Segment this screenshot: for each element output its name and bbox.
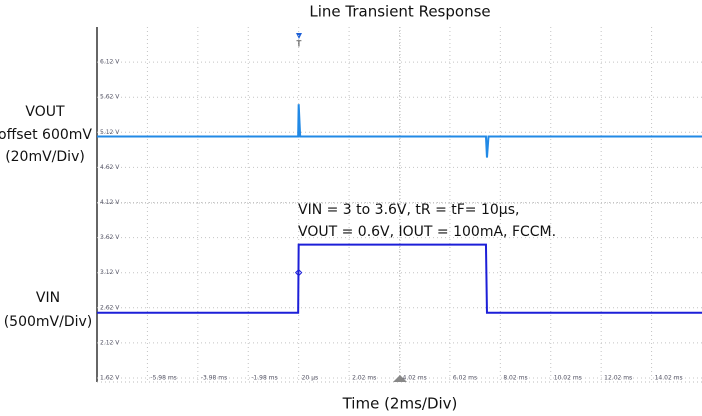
series-note: (20mV/Div): [5, 149, 85, 165]
x-tick-label: 20 µs: [302, 375, 319, 382]
y-tick-label: 2.62 V: [100, 304, 120, 311]
y-tick-label: 5.12 V: [100, 129, 120, 136]
trigger-label: T: [296, 40, 302, 49]
y-tick-label: 3.62 V: [100, 234, 120, 241]
x-tick-label: -1.98 ms: [251, 375, 277, 382]
x-tick-label: 2.02 ms: [352, 375, 376, 382]
x-tick-label: 6.02 ms: [453, 375, 477, 382]
annotation: VIN = 3 to 3.6V, tR = tF= 10µs,: [298, 202, 519, 218]
x-tick-label: 14.02 ms: [655, 375, 683, 382]
y-tick-label: 4.62 V: [100, 164, 120, 171]
x-tick-label: 10.02 ms: [554, 375, 582, 382]
y-tick-label: 2.12 V: [100, 339, 120, 346]
trace: [97, 243, 702, 314]
position-marker: [393, 375, 407, 382]
y-tick-label: 6.12 V: [100, 59, 120, 66]
series-label: VIN: [36, 290, 60, 306]
chart-title: Line Transient Response: [309, 3, 490, 21]
series-label: VOUT: [25, 104, 65, 120]
y-tick-label: 3.12 V: [100, 269, 120, 276]
y-tick-label: 5.62 V: [100, 94, 120, 101]
annotation: VOUT = 0.6V, IOUT = 100mA, FCCM.: [298, 224, 556, 240]
x-tick-label: -3.98 ms: [201, 375, 227, 382]
x-tick-label: 8.02 ms: [503, 375, 527, 382]
x-tick-label: 12.02 ms: [604, 375, 632, 382]
y-tick-label: 1.62 V: [100, 375, 120, 382]
y-tick-label: 4.12 V: [100, 199, 120, 206]
series-note: (500mV/Div): [4, 314, 93, 330]
x-tick-label: 4.02 ms: [403, 375, 427, 382]
x-axis-label: Time (2ms/Div): [342, 395, 458, 413]
x-tick-label: -5.98 ms: [150, 375, 176, 382]
trigger-point: [294, 268, 303, 277]
series-note: offset 600mV: [0, 127, 92, 143]
trace: [97, 104, 702, 158]
